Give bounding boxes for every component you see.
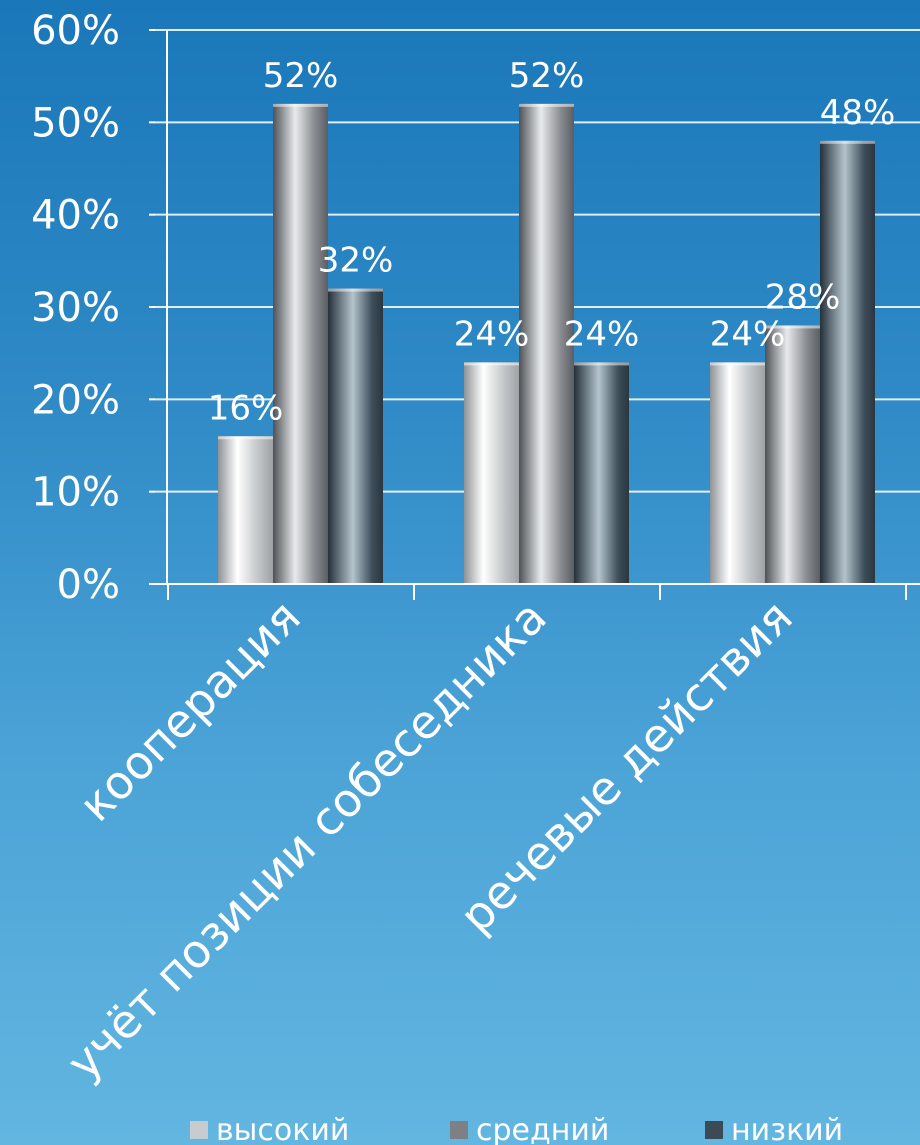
data-label: 24%: [710, 314, 786, 354]
legend: высокий средний низкий: [190, 1113, 843, 1145]
bar-top-highlight: [519, 103, 574, 107]
y-tick-label: 60%: [31, 8, 120, 54]
bar-низкий-3: [820, 140, 875, 585]
y-tick-label: 20%: [31, 377, 120, 423]
bar-высокий-2: [464, 362, 519, 584]
y-tick-label: 10%: [31, 470, 120, 516]
bar-средний-3: [765, 325, 820, 584]
data-label: 24%: [454, 314, 530, 354]
y-tick-label: 50%: [31, 100, 120, 146]
axes: [155, 30, 920, 600]
bar-низкий-2: [574, 362, 629, 584]
y-tick-label: 30%: [31, 285, 120, 331]
bar-top-highlight: [765, 325, 820, 329]
bar-top-highlight: [218, 436, 273, 440]
legend-label: средний: [476, 1113, 609, 1145]
y-axis-ticks: 0% 10% 20% 30% 40% 50% 60%: [31, 8, 120, 608]
bar-top-highlight: [820, 140, 875, 144]
legend-swatch: [190, 1121, 208, 1139]
bars: [218, 103, 875, 585]
legend-swatch: [705, 1121, 723, 1139]
bar-высокий-1: [218, 436, 273, 584]
legend-label: высокий: [216, 1113, 349, 1145]
data-label: 16%: [208, 388, 284, 428]
data-label: 24%: [564, 314, 640, 354]
bar-низкий-1: [328, 288, 383, 584]
legend-swatch: [450, 1121, 468, 1139]
category-label: учёт позиции собеседника: [56, 590, 557, 1091]
data-label: 52%: [263, 56, 339, 96]
bar-top-highlight: [328, 288, 383, 292]
data-label: 52%: [509, 56, 585, 96]
bar-top-highlight: [574, 362, 629, 366]
data-label: 48%: [820, 93, 896, 133]
data-label: 28%: [765, 277, 841, 317]
y-tick-label: 40%: [31, 193, 120, 239]
data-label: 32%: [318, 241, 394, 281]
bar-высокий-3: [710, 362, 765, 584]
data-labels: 16% 24% 24% 52% 52% 28% 32% 24% 48%: [208, 56, 896, 428]
bar-средний-1: [273, 103, 328, 584]
legend-label: низкий: [731, 1113, 843, 1145]
bar-средний-2: [519, 103, 574, 584]
bar-top-highlight: [710, 362, 765, 366]
bar-top-highlight: [273, 103, 328, 107]
y-tick-label: 0%: [57, 562, 120, 608]
bar-top-highlight: [464, 362, 519, 366]
category-label: кооперация: [68, 590, 310, 832]
